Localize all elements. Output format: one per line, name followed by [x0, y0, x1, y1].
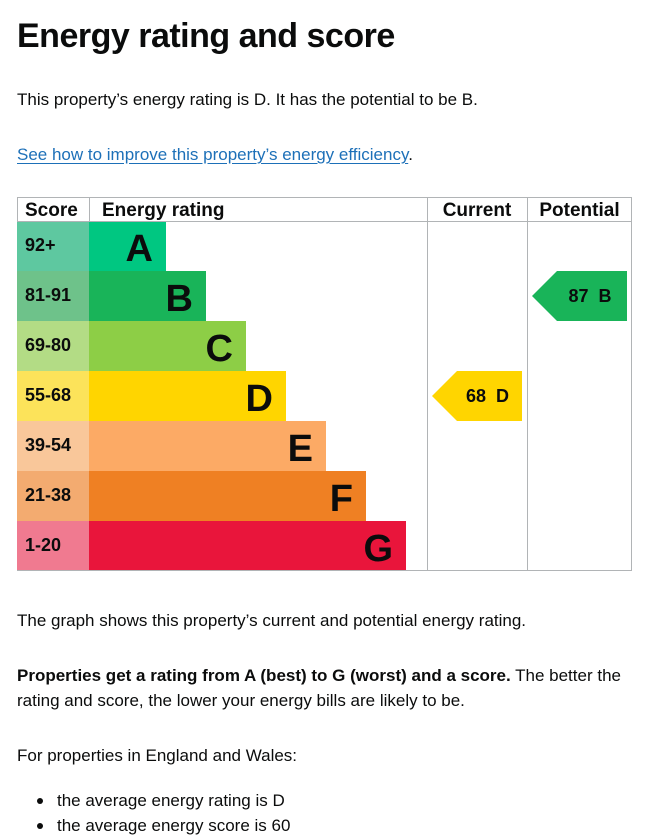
rating-bar — [89, 221, 166, 271]
rating-letter: C — [206, 328, 233, 370]
graph-description: The graph shows this property’s current … — [17, 611, 527, 630]
rating-explanation-bold: Properties get a rating from A (best) to… — [17, 666, 511, 685]
rating-letter: G — [363, 528, 393, 570]
potential-rating-arrow-shape — [532, 271, 627, 321]
rating-summary: This property’s energy rating is D. It h… — [17, 90, 478, 109]
score-cell — [17, 371, 89, 421]
list-item-average-score: the average energy score is 60 — [17, 813, 290, 838]
rating-band-f: 21-38 F — [17, 471, 366, 521]
score-cell — [17, 271, 89, 321]
score-range-label: 55-68 — [25, 385, 71, 405]
score-range-label: 92+ — [25, 235, 56, 255]
rating-bar — [89, 471, 366, 521]
rating-bar — [89, 321, 246, 371]
score-cell — [17, 221, 89, 271]
current-rating-arrow-label: 68 D — [466, 386, 509, 406]
header-potential: Potential — [539, 200, 619, 221]
rating-band-a: 92+ A — [17, 221, 166, 271]
score-cell — [17, 521, 89, 571]
potential-rating-arrow-label: 87 B — [568, 286, 611, 306]
score-cell — [17, 321, 89, 371]
rating-bar — [89, 521, 406, 571]
rating-letter: F — [330, 478, 353, 520]
rating-band-c: 69-80 C — [17, 321, 246, 371]
rating-bar — [89, 271, 206, 321]
header-energy-rating: Energy rating — [102, 200, 224, 221]
score-range-label: 69-80 — [25, 335, 71, 355]
score-range-label: 21-38 — [25, 485, 71, 505]
rating-explanation-rest: The better the rating and score, the low… — [17, 666, 621, 710]
rating-letter: B — [166, 278, 193, 320]
current-rating-arrow-shape — [432, 371, 522, 421]
england-wales-intro: For properties in England and Wales: — [17, 746, 298, 765]
rating-band-g: 1-20 G — [17, 521, 406, 571]
page-title: Energy rating and score — [17, 17, 395, 55]
list-item-average-rating: the average energy rating is D — [17, 788, 290, 813]
potential-rating-arrow: 87 B — [532, 271, 627, 321]
rating-bar — [89, 371, 286, 421]
rating-band-d: 55-68 D — [17, 371, 286, 421]
score-range-label: 39-54 — [25, 435, 71, 455]
header-score: Score — [25, 200, 78, 221]
score-cell — [17, 471, 89, 521]
rating-band-b: 81-91 B — [17, 271, 206, 321]
score-cell — [17, 421, 89, 471]
rating-letter: D — [246, 378, 273, 420]
improve-efficiency-link[interactable]: See how to improve this property’s energ… — [17, 145, 409, 164]
score-range-label: 81-91 — [25, 285, 71, 305]
rating-explanation: Properties get a rating from A (best) to… — [17, 663, 632, 713]
rating-letter: E — [288, 428, 313, 470]
averages-list: the average energy rating is D the avera… — [17, 788, 290, 838]
current-rating-arrow: 68 D — [432, 371, 522, 421]
score-range-label: 1-20 — [25, 535, 61, 555]
header-current: Current — [443, 200, 512, 221]
rating-band-e: 39-54 E — [17, 421, 326, 471]
improve-link-suffix: . — [408, 145, 413, 164]
rating-letter: A — [126, 228, 153, 270]
improve-link-paragraph: See how to improve this property’s energ… — [17, 142, 413, 167]
rating-bar — [89, 421, 326, 471]
